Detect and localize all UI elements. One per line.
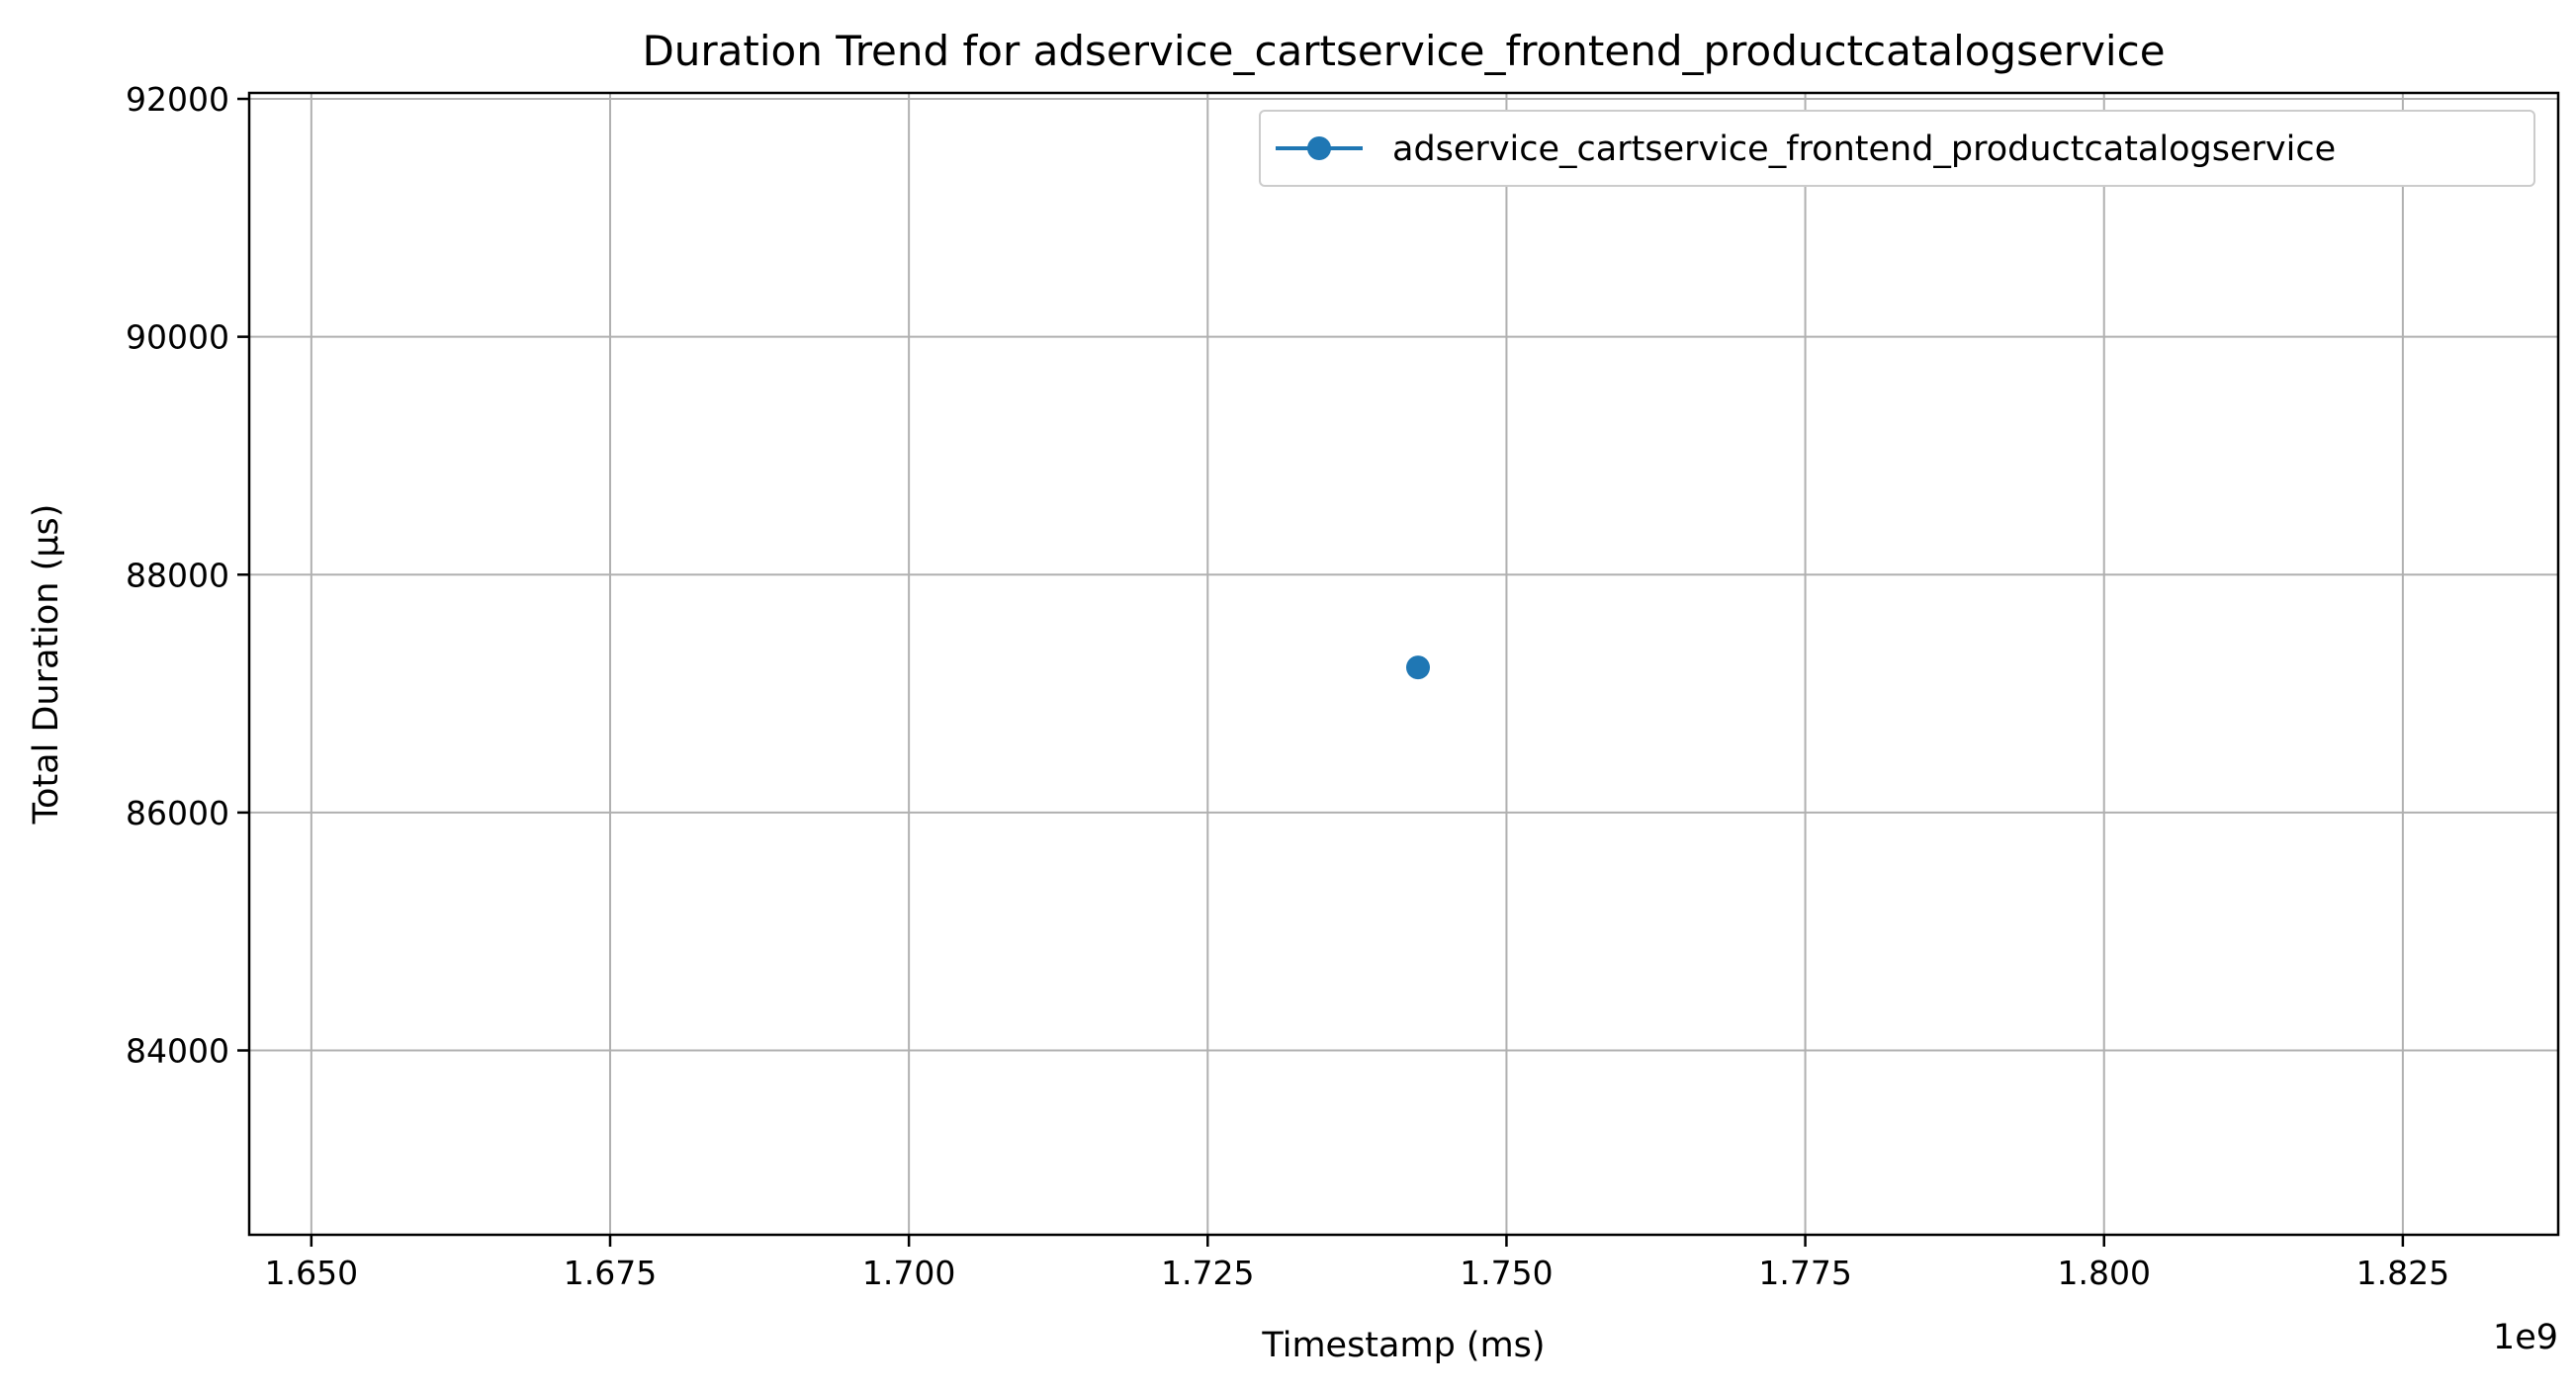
series-layer (1406, 655, 1431, 680)
x-tick-label: 1.775 (1758, 1254, 1851, 1292)
ticks: 1.650 1.675 1.700 1.725 1.750 1.775 1.800 1.825… (126, 80, 2449, 1292)
x-tick-label: 1.725 (1161, 1254, 1254, 1292)
legend-marker (1307, 136, 1331, 160)
x-axis-label: Timestamp (ms) (1261, 1326, 1545, 1365)
x-tick-label: 1.650 (265, 1254, 358, 1292)
x-axis-offset-label: 1e9 (2493, 1318, 2558, 1357)
y-tick-label: 92000 (126, 80, 229, 119)
y-axis-label: Total Duration (μs) (27, 504, 66, 826)
y-tick-label: 84000 (126, 1032, 229, 1071)
x-tick-label: 1.825 (2356, 1254, 2449, 1292)
x-tick-label: 1.700 (862, 1254, 955, 1292)
data-point (1406, 655, 1431, 680)
chart-title: Duration Trend for adservice_cartservice… (642, 27, 2165, 75)
y-tick-label: 88000 (126, 556, 229, 594)
y-tick-label: 86000 (126, 794, 229, 832)
legend: adservice_cartservice_frontend_productca… (1259, 110, 2535, 187)
grid (249, 93, 2558, 1235)
legend-box (1259, 110, 2535, 187)
x-tick-label: 1.675 (564, 1254, 657, 1292)
x-tick-label: 1.800 (2057, 1254, 2150, 1292)
x-tick-label: 1.750 (1460, 1254, 1553, 1292)
plot-frame (247, 91, 2560, 1237)
y-tick-label: 90000 (126, 318, 229, 357)
legend-label: adservice_cartservice_frontend_productca… (1392, 130, 2336, 169)
